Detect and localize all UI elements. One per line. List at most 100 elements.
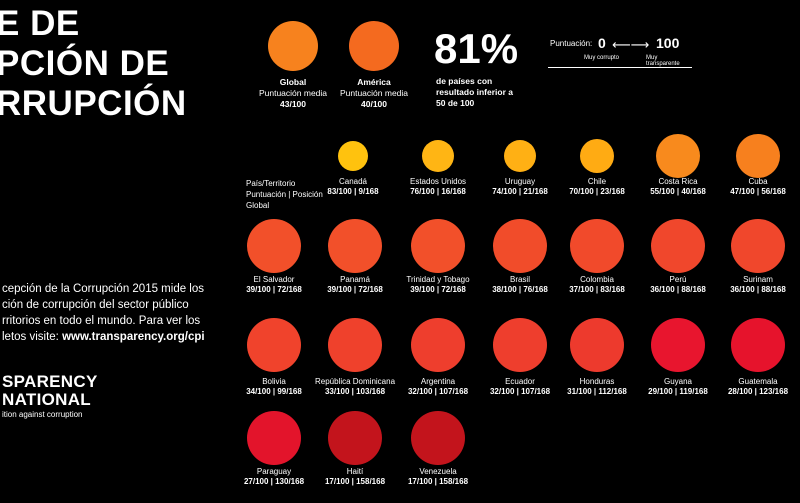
- country-stats: 27/100 | 130/168: [243, 477, 305, 486]
- country-circle: [580, 139, 614, 173]
- country-circle: [247, 318, 301, 372]
- country-name: Canadá: [338, 177, 368, 186]
- country-label: Surinam 36/100 | 88/168: [713, 275, 800, 295]
- scale-high: 100: [656, 35, 680, 51]
- country-circle: [328, 318, 382, 372]
- double-arrow-icon: ⟵⟶: [612, 37, 650, 52]
- page-title: E DE PCIÓN DE RRUPCIÓN: [0, 4, 187, 124]
- scale-low-caption: Muy corrupto: [584, 55, 620, 61]
- country-stats: 70/100 | 23/168: [569, 187, 625, 196]
- country-stats: 17/100 | 158/168: [324, 477, 386, 486]
- country-name: El Salvador: [253, 275, 295, 284]
- country-label: Argentina 32/100 | 107/168: [393, 377, 483, 397]
- country-stats: 38/100 | 76/168: [492, 285, 548, 294]
- country-label: Uruguay 74/100 | 21/168: [475, 177, 565, 197]
- country-stats: 28/100 | 123/168: [727, 387, 789, 396]
- country-stats: 83/100 | 9/168: [327, 187, 379, 196]
- logo-tagline: ition against corruption: [2, 410, 83, 419]
- country-label: Brasil 38/100 | 76/168: [475, 275, 565, 295]
- country-circle: [493, 318, 547, 372]
- country-name: Panamá: [340, 275, 370, 284]
- country-name: Costa Rica: [658, 177, 698, 186]
- country-circle: [736, 134, 780, 178]
- country-circle: [493, 219, 547, 273]
- country-stats: 33/100 | 103/168: [324, 387, 386, 396]
- score-scale: Puntuación: 0 ⟵⟶ 100 Muy corrupto Muy tr…: [548, 33, 692, 68]
- country-stats: 17/100 | 158/168: [407, 477, 469, 486]
- country-stats: 31/100 | 112/168: [567, 387, 627, 396]
- description: cepción de la Corrupción 2015 mide los c…: [2, 281, 242, 345]
- percent-caption: de países con resultado inferior a 50 de…: [436, 76, 536, 109]
- country-stats: 74/100 | 21/168: [492, 187, 548, 196]
- country-label: Haití 17/100 | 158/168: [310, 467, 400, 487]
- percent-caption-2: resultado inferior a: [436, 87, 513, 97]
- country-circle: [651, 219, 705, 273]
- country-stats: 36/100 | 88/168: [650, 285, 706, 294]
- country-circle: [503, 139, 537, 173]
- country-circle: [411, 219, 465, 273]
- country-stats: 32/100 | 107/168: [489, 387, 551, 396]
- country-label: El Salvador 39/100 | 72/168: [229, 275, 319, 295]
- country-name: Chile: [587, 177, 607, 186]
- country-name: Argentina: [420, 377, 456, 386]
- country-label: Chile 70/100 | 23/168: [552, 177, 642, 197]
- country-label: República Dominicana 33/100 | 103/168: [310, 377, 400, 397]
- scale-high-caption: Muy transparente: [646, 55, 680, 67]
- scale-label: Puntuación:: [550, 39, 593, 48]
- legend-line-3: Global: [246, 201, 270, 210]
- country-stats: 29/100 | 119/168: [648, 387, 708, 396]
- cpi-link[interactable]: www.transparency.org/cpi: [62, 331, 205, 343]
- country-name: Ecuador: [505, 377, 535, 386]
- country-label: Bolivia 34/100 | 99/168: [229, 377, 319, 397]
- description-prefix: letos visite:: [2, 331, 63, 343]
- percent-caption-1: de países con: [436, 76, 493, 86]
- country-name: República Dominicana: [314, 377, 396, 386]
- country-circle: [570, 318, 624, 372]
- country-name: Haití: [346, 467, 364, 476]
- country-name: Paraguay: [256, 467, 292, 476]
- country-circle: [651, 318, 705, 372]
- country-label: Panamá 39/100 | 72/168: [310, 275, 400, 295]
- country-stats: 34/100 | 99/168: [246, 387, 302, 396]
- legend: País/Territorio Puntuación | Posición Gl…: [246, 178, 326, 211]
- country-label: Canadá 83/100 | 9/168: [308, 177, 398, 197]
- country-circle: [731, 219, 785, 273]
- legend-line-1: País/Territorio: [246, 179, 296, 188]
- country-circle: [570, 219, 624, 273]
- america-label: Puntuación media: [339, 88, 409, 98]
- country-stats: 55/100 | 40/168: [650, 187, 706, 196]
- title-line-2: PCIÓN DE: [0, 44, 170, 83]
- country-name: Bolivia: [262, 377, 286, 386]
- country-label: Honduras 31/100 | 112/168: [552, 377, 642, 397]
- country-stats: 32/100 | 107/168: [407, 387, 469, 396]
- country-name: Uruguay: [504, 177, 536, 186]
- transparency-international-logo: SPARENCY NATIONAL ition against corrupti…: [2, 373, 98, 421]
- logo-line-1: SPARENCY: [2, 372, 98, 391]
- country-label: Paraguay 27/100 | 130/168: [229, 467, 319, 487]
- country-name: Guatemala: [738, 377, 778, 386]
- country-name: Brasil: [509, 275, 530, 284]
- country-circle: [328, 219, 382, 273]
- country-label: Colombia 37/100 | 83/168: [552, 275, 642, 295]
- scale-low: 0: [598, 35, 606, 51]
- country-circle: [247, 411, 301, 465]
- america-summary: América Puntuación media 40/100: [324, 21, 424, 110]
- country-name: Surinam: [743, 275, 773, 284]
- global-score: 43/100: [280, 99, 306, 109]
- country-label: Guyana 29/100 | 119/168: [633, 377, 723, 397]
- logo-line-2: NATIONAL: [2, 390, 91, 409]
- description-line-1: cepción de la Corrupción 2015 mide los: [2, 283, 205, 295]
- country-label: Guatemala 28/100 | 123/168: [713, 377, 800, 397]
- america-name: América: [357, 77, 391, 87]
- country-circle: [731, 318, 785, 372]
- country-name: Estados Unidos: [409, 177, 467, 186]
- country-name: Trinidad y Tobago: [406, 275, 470, 284]
- description-line-4: letos visite: www.transparency.org/cpi: [2, 329, 242, 345]
- country-circle: [247, 219, 301, 273]
- country-label: Costa Rica 55/100 | 40/168: [633, 177, 723, 197]
- country-name: Perú: [669, 275, 687, 284]
- country-stats: 39/100 | 72/168: [327, 285, 383, 294]
- country-circle: [411, 318, 465, 372]
- percent-figure: 81%: [434, 25, 519, 72]
- description-line-2: ción de corrupción del sector público: [2, 299, 189, 311]
